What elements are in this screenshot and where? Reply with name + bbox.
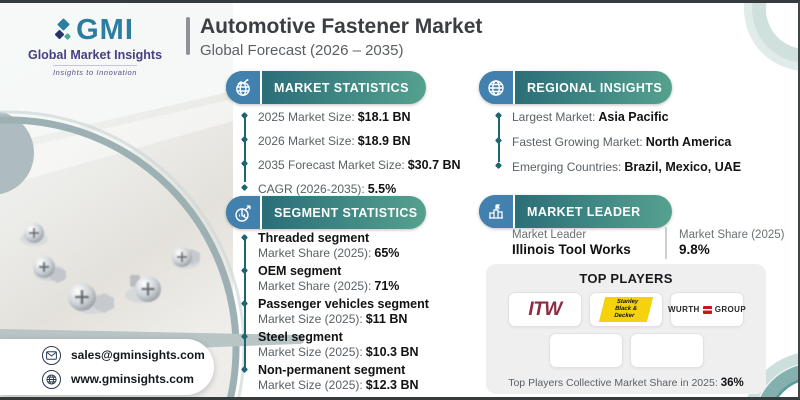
market-leader-name: Illinois Tool Works [512, 242, 631, 257]
bullet-diamond-icon [240, 299, 249, 308]
itw-logo: ITW [528, 298, 562, 320]
section-header-regional-insights: REGIONAL INSIGHTS [479, 71, 672, 104]
list-item: Largest Market: Asia Pacific [494, 108, 741, 126]
list-item: CAGR (2026-2035): 5.5% [240, 180, 461, 198]
bullet-diamond-icon [240, 365, 249, 374]
top-players-title: TOP PLAYERS [579, 271, 673, 286]
list-item: Emerging Countries: Brazil, Mexico, UAE [494, 158, 741, 176]
pill-separator [513, 195, 515, 228]
email-text: sales@gminsights.com [71, 348, 205, 362]
bullet-diamond-icon [240, 183, 249, 192]
bullet-diamond-icon [494, 111, 503, 120]
list-item: 2026 Market Size: $18.9 BN [240, 132, 461, 150]
section-title: REGIONAL INSIGHTS [527, 80, 663, 95]
title-accent-bar [186, 17, 190, 55]
gmi-logo-text: GMI [76, 14, 134, 46]
list-rail [244, 116, 246, 182]
logo-card-empty [548, 333, 623, 368]
regional-insights-list: Largest Market: Asia Pacific Fastest Grow… [494, 108, 741, 183]
pill-separator [260, 196, 262, 229]
list-item: Steel segment Market Size (2025): $10.3 B… [240, 330, 429, 360]
logo-card-itw: ITW [508, 292, 582, 327]
list-item: Non-permanent segment Market Size (2025)… [240, 363, 429, 393]
globe-chart-icon [226, 71, 260, 104]
section-header-market-statistics: MARKET STATISTICS [226, 71, 426, 104]
logo-card-empty [629, 333, 704, 368]
logo-card-wurth: WURTH GROUP [667, 292, 747, 327]
pill-separator [260, 71, 262, 104]
brand-logo: GMI Global Market Insights Insights to I… [20, 16, 170, 80]
page-subtitle: Global Forecast (2026 – 2035) [200, 42, 404, 59]
list-item: Fastest Growing Market: North America [494, 133, 741, 151]
bullet-diamond-icon [240, 159, 249, 168]
contact-panel: sales@gminsights.com www.gminsights.com [0, 339, 214, 395]
gray-circle-decoration [0, 111, 34, 195]
brand-tagline: Insights to Innovation [52, 65, 138, 77]
bullet-diamond-icon [240, 135, 249, 144]
bullet-diamond-icon [240, 266, 249, 275]
website-globe-icon [42, 369, 61, 389]
pill-separator [513, 71, 515, 104]
bullet-diamond-icon [494, 136, 503, 145]
list-item: 2035 Forecast Market Size: $30.7 BN [240, 156, 461, 174]
globe-icon [479, 71, 513, 104]
market-statistics-list: 2025 Market Size: $18.1 BN 2026 Market Si… [240, 108, 461, 204]
brand-company-name: Global Market Insights [27, 48, 163, 62]
top-players-panel: TOP PLAYERS ITW Stanley Black & Decker W… [486, 264, 766, 394]
email-contact[interactable]: sales@gminsights.com [42, 345, 214, 365]
pie-chart-arrow-icon [226, 196, 260, 229]
ring-arc-left [0, 116, 240, 397]
top-players-footer: Top Players Collective Market Share in 2… [508, 377, 744, 389]
gmi-diamond-icon [54, 17, 72, 44]
market-leader-info: Market Leader Illinois Tool Works Market… [512, 227, 784, 259]
top-players-row-1: ITW Stanley Black & Decker WURTH GROUP [508, 292, 747, 327]
vertical-divider [665, 227, 667, 259]
bullet-diamond-icon [240, 233, 249, 242]
list-item: OEM segment Market Share (2025): 71% [240, 264, 429, 294]
section-header-market-leader: MARKET LEADER [479, 195, 672, 228]
list-item: 2025 Market Size: $18.1 BN [240, 108, 461, 126]
website-text: www.gminsights.com [71, 372, 194, 386]
bullet-diamond-icon [240, 332, 249, 341]
bullet-diamond-icon [240, 111, 249, 120]
page-title: Automotive Fastener Market [200, 15, 483, 38]
market-leader-label: Market Leader [512, 229, 587, 241]
market-share-label: Market Share (2025) [679, 229, 785, 241]
list-item: Threaded segment Market Share (2025): 65% [240, 231, 429, 261]
background-shapes [0, 3, 798, 397]
logo-card-stanley: Stanley Black & Decker [589, 292, 663, 327]
section-title: MARKET STATISTICS [274, 80, 409, 95]
section-header-segment-statistics: SEGMENT STATISTICS [226, 196, 426, 229]
email-icon [42, 345, 61, 365]
bullet-diamond-icon [494, 161, 503, 170]
podium-leader-icon [479, 195, 513, 228]
ring-arc-top-right [744, 3, 798, 71]
segment-statistics-list: Threaded segment Market Share (2025): 65%… [240, 231, 429, 396]
market-share-value: 9.8% [679, 242, 710, 257]
list-item: Passenger vehicles segment Market Size (… [240, 297, 429, 327]
wurth-group-logo: WURTH GROUP [667, 305, 747, 314]
wurth-mark-icon [702, 305, 712, 314]
section-title: SEGMENT STATISTICS [274, 205, 418, 220]
stanley-black-decker-logo: Stanley Black & Decker [598, 297, 654, 322]
top-players-row-2 [548, 333, 704, 368]
website-contact[interactable]: www.gminsights.com [42, 369, 214, 389]
screws-image [20, 223, 200, 314]
section-title: MARKET LEADER [527, 204, 641, 219]
